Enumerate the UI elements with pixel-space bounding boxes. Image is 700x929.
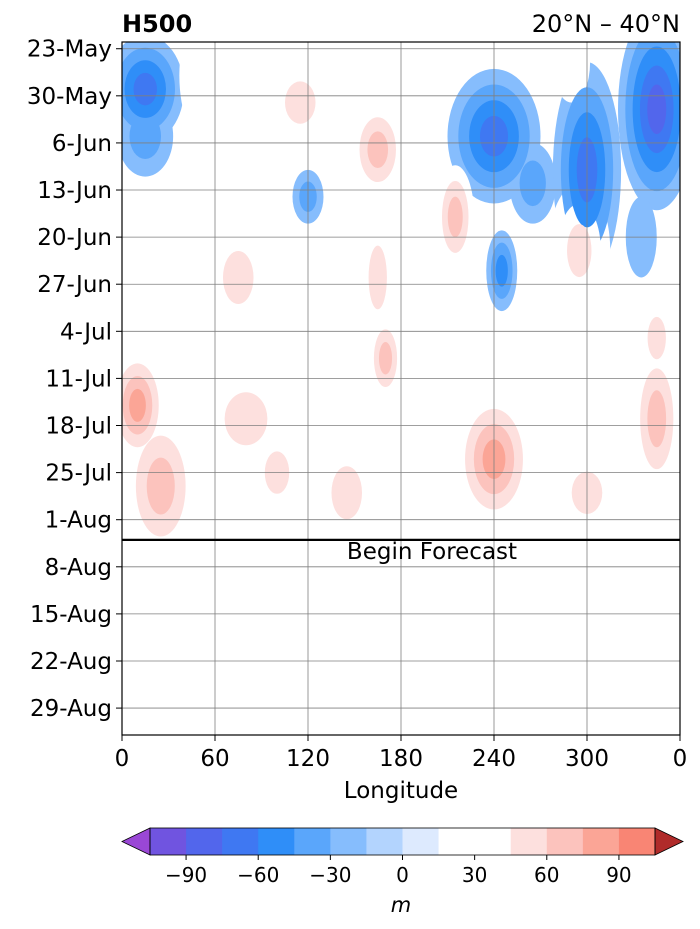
x-tick-label: 60: [200, 746, 229, 772]
colorbar-segment: [222, 828, 259, 855]
y-tick-label: 29-Aug: [30, 696, 112, 722]
anomaly-contour-16-3: [222, 250, 254, 304]
anomaly-contour-29-4: [647, 390, 667, 448]
colorbar-tick-label: 60: [534, 863, 559, 887]
anomaly-contour-17-3: [368, 245, 387, 310]
colorbar-tick-label: −90: [165, 863, 207, 887]
y-tick-label: 30-May: [27, 84, 112, 110]
x-tick-label: 0: [115, 746, 130, 772]
y-tick-label: 22-Aug: [30, 649, 112, 675]
anomaly-contour-1-2: [129, 113, 162, 160]
y-tick-label: 27-Jun: [37, 272, 112, 298]
y-tick-label: 15-Aug: [30, 602, 112, 628]
anomaly-contour-31-2: [394, 408, 439, 470]
anomaly-contour-21-5: [129, 388, 146, 422]
chart-title-right: 20°N – 40°N: [532, 10, 680, 38]
anomaly-contour-19-4: [378, 341, 393, 375]
anomaly-contour-15-1: [552, 42, 591, 103]
anomaly-contour-6-4: [367, 131, 389, 168]
y-tick-label: 11-Jul: [45, 366, 112, 392]
anomaly-contour-22-4: [146, 457, 175, 515]
anomaly-contour-0-4: [133, 72, 157, 106]
x-tick-label: 300: [565, 746, 609, 772]
colorbar-label: m: [391, 893, 411, 917]
y-tick-label: 20-Jun: [37, 225, 112, 251]
chart-title-left: H500: [122, 10, 192, 38]
x-tick-label: 180: [379, 746, 423, 772]
anomaly-contour-8-4: [447, 196, 463, 238]
colorbar-segment: [510, 828, 548, 855]
y-axis-ticks: 23-May 30-May 6-Jun 13-Jun 20-Jun 27-Jun 4-Jul…: [27, 37, 122, 722]
colorbar-segment: [330, 828, 367, 855]
colorbar-tick-label: 90: [606, 863, 631, 887]
y-tick-label: 13-Jun: [37, 178, 112, 204]
anomaly-contour-25-3: [331, 466, 363, 520]
colorbar-segment: [546, 828, 584, 855]
colorbar: −90 −60 −30 0 30 60 90: [121, 827, 684, 887]
anomaly-contour-5-3: [284, 81, 316, 124]
colorbar-extend-high: [654, 827, 684, 856]
forecast-annotation: Begin Forecast: [347, 539, 517, 565]
anomaly-contour-38-1: [168, 546, 215, 735]
y-tick-label: 6-Jun: [52, 131, 112, 157]
colorbar-segment: [474, 828, 512, 855]
anomaly-field: [122, 42, 680, 735]
anomaly-contour-35-2: [457, 574, 484, 681]
anomaly-contour-23-3: [224, 392, 268, 446]
anomaly-contour-7-1: [405, 42, 443, 123]
anomaly-contour-32-2: [189, 307, 225, 369]
x-tick-label: 0: [673, 746, 688, 772]
gridlines: [122, 42, 680, 735]
anomaly-contour-2-1: [179, 42, 236, 143]
anomaly-contour-37-1: [638, 560, 676, 695]
colorbar-segment: [582, 828, 620, 855]
colorbar-segment: [294, 828, 331, 855]
anomaly-contour-36-1: [556, 560, 603, 722]
colorbar-segment: [186, 828, 223, 855]
y-tick-label: 1-Aug: [45, 508, 112, 534]
colorbar-segment: [618, 828, 656, 855]
anomaly-contour-10-2: [519, 160, 546, 207]
anomaly-contour-30-3: [647, 316, 666, 360]
colorbar-tick-label: 30: [462, 863, 487, 887]
anomaly-contour-34-2: [349, 581, 376, 673]
colorbar-tick-label: 0: [396, 863, 409, 887]
anomaly-contour-20-3: [567, 224, 592, 278]
x-axis-ticks: 0 60 120 180 240 300 0: [115, 735, 688, 772]
x-tick-label: 240: [472, 746, 516, 772]
colorbar-segment: [366, 828, 403, 855]
y-tick-label: 4-Jul: [60, 319, 112, 345]
anomaly-contour-11-3: [495, 254, 508, 287]
anomaly-contour-33-1: [258, 546, 296, 735]
colorbar-extend-low: [121, 827, 151, 856]
colorbar-segment: [258, 828, 295, 855]
colorbar-segment: [150, 828, 187, 855]
y-tick-label: 18-Jul: [45, 414, 112, 440]
x-axis-label: Longitude: [344, 778, 458, 804]
anomaly-contour-18-2: [332, 305, 377, 398]
anomaly-contour-13-5: [647, 84, 667, 135]
y-tick-label: 23-May: [27, 37, 112, 63]
colorbar-tick-label: −60: [237, 863, 279, 887]
y-tick-label: 8-Aug: [45, 555, 112, 581]
colorbar-segment: [402, 828, 440, 855]
y-tick-label: 25-Jul: [45, 461, 112, 487]
x-tick-label: 120: [286, 746, 330, 772]
colorbar-segment: [438, 828, 476, 855]
colorbar-tick-label: −30: [309, 863, 351, 887]
